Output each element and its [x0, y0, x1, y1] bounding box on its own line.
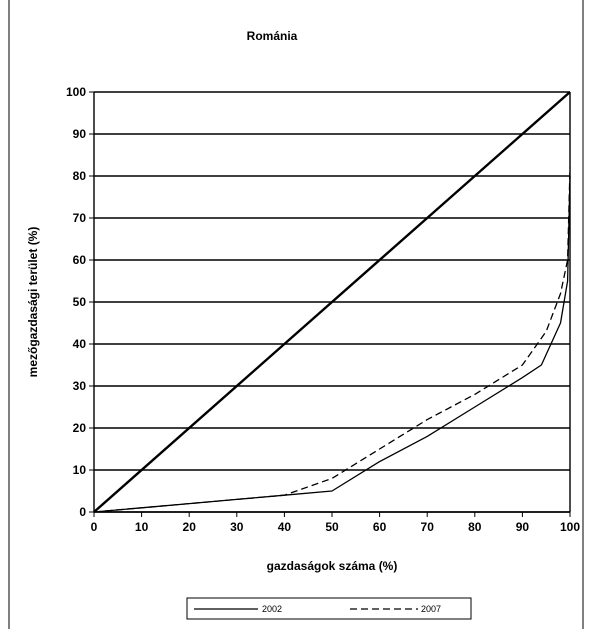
y-tick-label-20: 20: [73, 421, 87, 435]
x-axis-label: gazdaságok száma (%): [267, 559, 398, 573]
legend-label-2002: 2002: [262, 604, 282, 614]
y-tick-label-80: 80: [73, 169, 87, 183]
y-tick-label-100: 100: [66, 85, 86, 99]
y-tick-label-40: 40: [73, 337, 87, 351]
y-tick-labels: 0 10 20 30 40 50 60 70 80 90 100: [66, 85, 86, 519]
x-tick-label-90: 90: [516, 520, 530, 534]
series-lines: [93, 91, 571, 513]
y-tick-label-30: 30: [73, 379, 87, 393]
x-tick-label-70: 70: [421, 520, 435, 534]
x-tick-label-20: 20: [183, 520, 197, 534]
x-tick-label-30: 30: [230, 520, 244, 534]
series-line-diagonal: [93, 91, 571, 513]
legend-box: [186, 597, 472, 620]
x-tick-label-10: 10: [135, 520, 149, 534]
legend-label-2007: 2007: [421, 604, 441, 614]
y-tick-label-50: 50: [73, 295, 87, 309]
x-tick-label-100: 100: [560, 520, 580, 534]
y-tick-label-70: 70: [73, 211, 87, 225]
series-line-2007: [93, 167, 571, 513]
y-tick-label-90: 90: [73, 127, 87, 141]
x-tick-label-60: 60: [373, 520, 387, 534]
x-tick-label-40: 40: [278, 520, 292, 534]
y-axis-label: mezőgazdasági terület (%): [26, 227, 40, 378]
x-tick-labels: 0 10 20 30 40 50 60 70 80 90 100: [91, 520, 581, 534]
x-tick-label-0: 0: [91, 520, 98, 534]
y-tick-label-10: 10: [73, 463, 87, 477]
plot-area: 0 10 20 30 40 50 60 70 80 90 100 0 10 20 30 40 50 60 70 80…: [66, 85, 580, 534]
axes: [89, 91, 571, 517]
x-tick-label-50: 50: [325, 520, 339, 534]
y-tick-label-0: 0: [79, 505, 86, 519]
legend: 2002 2007: [186, 597, 472, 620]
y-tick-label-60: 60: [73, 253, 87, 267]
chart-title: Románia: [247, 29, 298, 43]
x-tick-label-80: 80: [468, 520, 482, 534]
